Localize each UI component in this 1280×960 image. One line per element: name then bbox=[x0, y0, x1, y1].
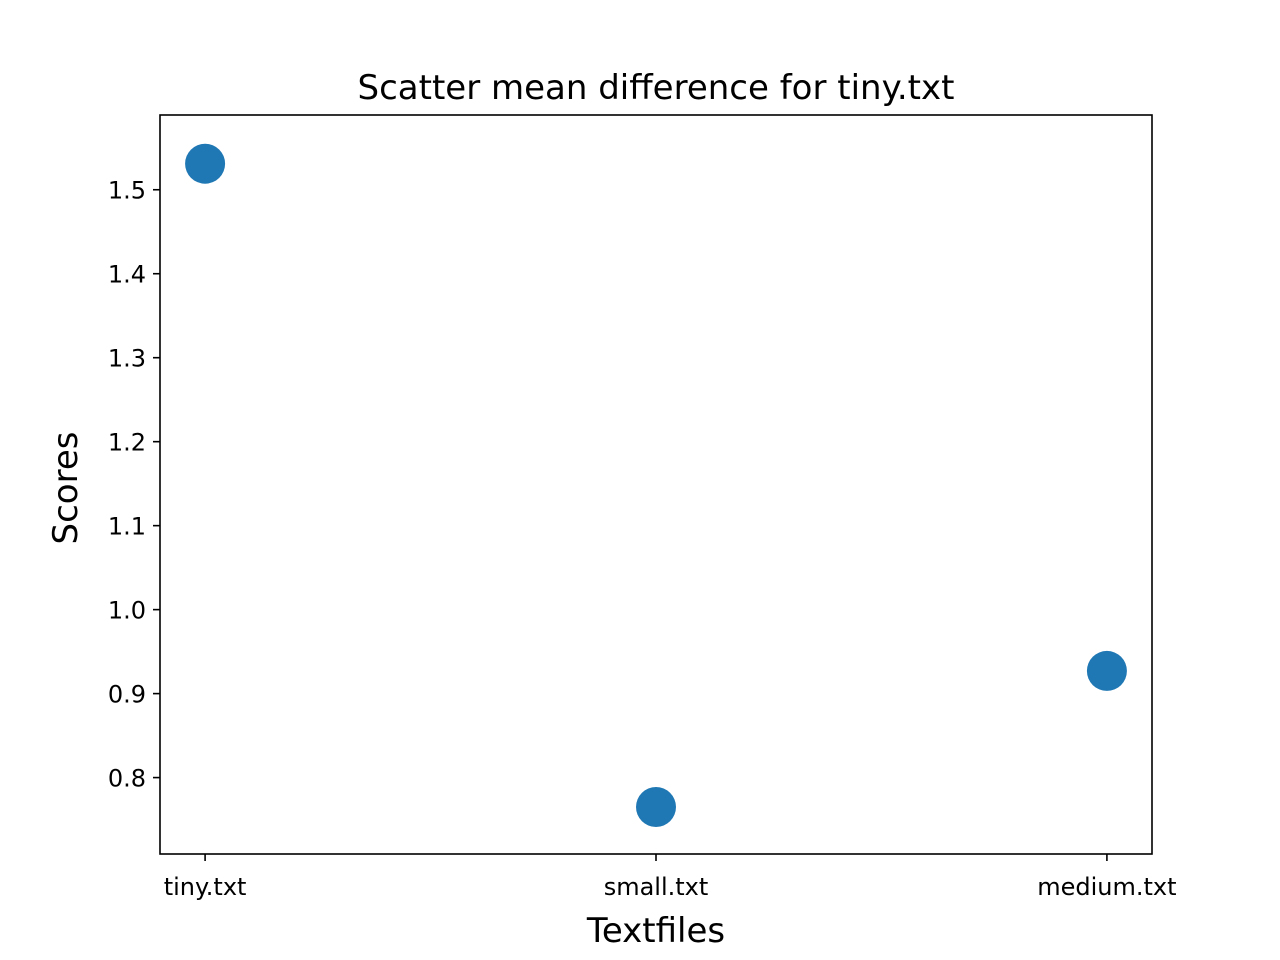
y-tick-label: 0.8 bbox=[108, 765, 146, 793]
x-axis-label: Textfiles bbox=[586, 911, 725, 951]
chart-title: Scatter mean difference for tiny.txt bbox=[358, 68, 955, 108]
y-tick-label: 1.5 bbox=[108, 177, 146, 205]
x-tick-label: small.txt bbox=[604, 873, 709, 901]
y-tick-label: 1.4 bbox=[108, 261, 146, 289]
y-tick-label: 1.0 bbox=[108, 597, 146, 625]
data-point-small-txt bbox=[636, 786, 676, 827]
data-point-tiny-txt bbox=[185, 143, 226, 184]
data-point-medium-txt bbox=[1086, 650, 1127, 691]
y-tick-label: 1.2 bbox=[108, 429, 146, 457]
y-axis: 0.8 0.9 1.0 1.1 1.2 1.3 1.4 1.5 bbox=[108, 177, 160, 793]
data-points bbox=[185, 143, 1127, 827]
y-tick-label: 1.3 bbox=[108, 345, 146, 373]
y-tick-label: 1.1 bbox=[108, 513, 146, 541]
x-axis: tiny.txt small.txt medium.txt bbox=[164, 854, 1177, 901]
y-tick-label: 0.9 bbox=[108, 681, 146, 709]
x-tick-label: medium.txt bbox=[1037, 873, 1176, 901]
x-tick-label: tiny.txt bbox=[164, 873, 247, 901]
y-axis-label: Scores bbox=[46, 432, 86, 545]
plot-frame bbox=[159, 114, 1153, 855]
plot-area bbox=[159, 114, 1153, 855]
